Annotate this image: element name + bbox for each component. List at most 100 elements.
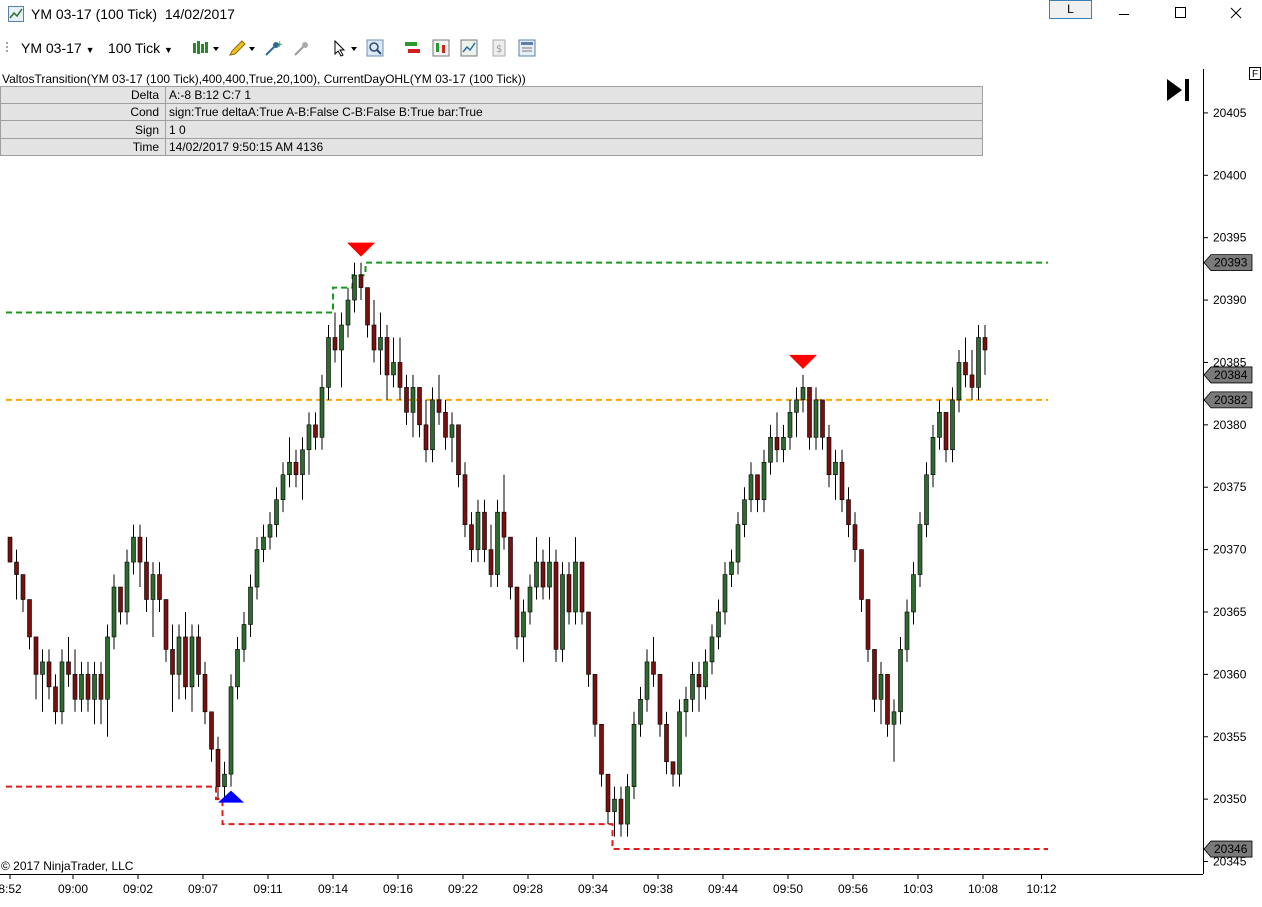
candle-body xyxy=(878,674,884,700)
candle-bar xyxy=(839,449,845,513)
y-tick-label: 20355 xyxy=(1213,730,1247,744)
candle-bar xyxy=(924,462,929,538)
candle-body xyxy=(105,636,110,700)
candle-bar xyxy=(878,661,884,725)
properties-icon[interactable] xyxy=(518,39,536,57)
cursor-icon[interactable] xyxy=(332,39,360,57)
candle-body xyxy=(963,362,968,376)
candle-body xyxy=(501,511,507,538)
corner-box[interactable] xyxy=(1249,67,1261,80)
x-tick-label: 09:00 xyxy=(58,882,88,896)
candle-bar xyxy=(27,599,32,650)
candle-body xyxy=(508,536,513,588)
candle-body xyxy=(495,511,500,575)
candle-bar xyxy=(742,487,747,538)
candle-bar xyxy=(833,449,838,500)
candle-body xyxy=(566,574,572,613)
candle-body xyxy=(573,561,578,613)
candle-body xyxy=(781,437,786,451)
chart-trader-icon[interactable] xyxy=(432,39,450,57)
candle-bar xyxy=(651,636,656,687)
price-marker-label: 20393 xyxy=(1214,256,1248,270)
pencil-drawing-icon[interactable] xyxy=(228,39,256,57)
candle-body xyxy=(137,536,143,563)
add-indicator-icon[interactable]: + xyxy=(264,39,282,57)
x-tick-label: 10:03 xyxy=(903,882,933,896)
candle-bar xyxy=(904,599,910,662)
chart-style-icon[interactable] xyxy=(192,39,220,57)
candle-body xyxy=(982,337,988,351)
candle-body xyxy=(612,798,617,812)
candle-bar xyxy=(131,524,136,575)
candle-body xyxy=(274,499,279,525)
candle-bar xyxy=(709,624,715,675)
candle-body xyxy=(196,636,201,675)
interval-selector[interactable]: 100 Tick ▼ xyxy=(108,40,173,56)
candle-bar xyxy=(384,325,390,400)
candle-bar xyxy=(703,649,708,700)
candle-bar xyxy=(391,337,396,388)
candle-bar xyxy=(885,674,890,737)
price-marker-badge: 20393 xyxy=(1203,254,1253,272)
candle-bar xyxy=(963,337,968,388)
minimize-button[interactable] xyxy=(1101,0,1147,30)
close-button[interactable] xyxy=(1213,0,1259,30)
price-marker-label: 20346 xyxy=(1214,842,1248,856)
candle-body xyxy=(865,599,871,650)
candle-bar xyxy=(339,312,344,388)
current-day-high-line xyxy=(6,261,1048,314)
candle-body xyxy=(170,649,175,675)
candle-bar xyxy=(209,711,214,762)
window-title: YM 03-17 (100 Tick) 14/02/2017 xyxy=(31,6,235,22)
grip-icon[interactable] xyxy=(5,41,9,55)
candle-bar xyxy=(430,387,435,463)
candle-bar xyxy=(150,562,156,637)
candle-body xyxy=(521,611,526,638)
candle-body xyxy=(339,324,344,351)
y-tick-label: 20350 xyxy=(1213,792,1247,806)
candle-body xyxy=(917,524,923,575)
order-entry-icon[interactable] xyxy=(404,39,422,57)
x-tick-label: 09:02 xyxy=(123,882,153,896)
l-button[interactable]: L xyxy=(1049,0,1092,19)
title-bar: YM 03-17 (100 Tick) 14/02/2017 L xyxy=(0,0,1262,30)
candle-bar xyxy=(157,562,162,612)
candle-body xyxy=(183,636,188,688)
price-markers: 20393 20384 20382 20346 xyxy=(1203,254,1253,858)
interval-label: 100 Tick xyxy=(108,40,161,56)
end-bar-icon xyxy=(1185,79,1189,101)
corner-label: F xyxy=(1252,69,1258,80)
candle-body xyxy=(664,723,669,763)
price-marker-label: 20384 xyxy=(1214,368,1248,382)
maximize-button[interactable] xyxy=(1157,0,1203,30)
candle-body xyxy=(690,674,695,700)
y-tick-label: 20345 xyxy=(1213,855,1247,869)
candle-bar xyxy=(254,537,260,600)
candle-bar xyxy=(657,674,663,737)
instrument-selector[interactable]: YM 03-17 ▼ xyxy=(21,40,95,56)
price-marker-label: 20382 xyxy=(1214,393,1248,407)
candle-bar xyxy=(527,574,533,625)
candle-body xyxy=(820,399,825,438)
scroll-to-end-button[interactable] xyxy=(1167,79,1189,101)
data-series-icon[interactable] xyxy=(460,39,478,57)
candle-bar xyxy=(670,761,676,787)
candle-body xyxy=(937,412,942,438)
candle-body xyxy=(40,661,45,675)
candle-bar xyxy=(716,599,721,650)
candle-body xyxy=(267,524,273,538)
price-chart[interactable]: 20345 20350 20355 20360 20365 20370 20375 20380… xyxy=(0,63,1262,907)
candle-bar xyxy=(560,562,565,662)
candle-body xyxy=(391,362,396,376)
candle-body xyxy=(670,761,676,775)
remove-indicator-icon[interactable] xyxy=(293,39,311,57)
candle-bar xyxy=(449,412,455,463)
chart-toolbar: YM 03-17 ▼ 100 Tick ▼ + $ xyxy=(0,33,1262,63)
price-marker-badge: 20382 xyxy=(1203,391,1253,409)
candle-bar xyxy=(956,349,962,413)
candle-body xyxy=(722,574,728,613)
strategy-icon[interactable]: $ xyxy=(490,39,508,57)
candle-body xyxy=(807,387,812,438)
candle-bar xyxy=(794,387,799,438)
zoom-icon[interactable] xyxy=(366,39,384,57)
